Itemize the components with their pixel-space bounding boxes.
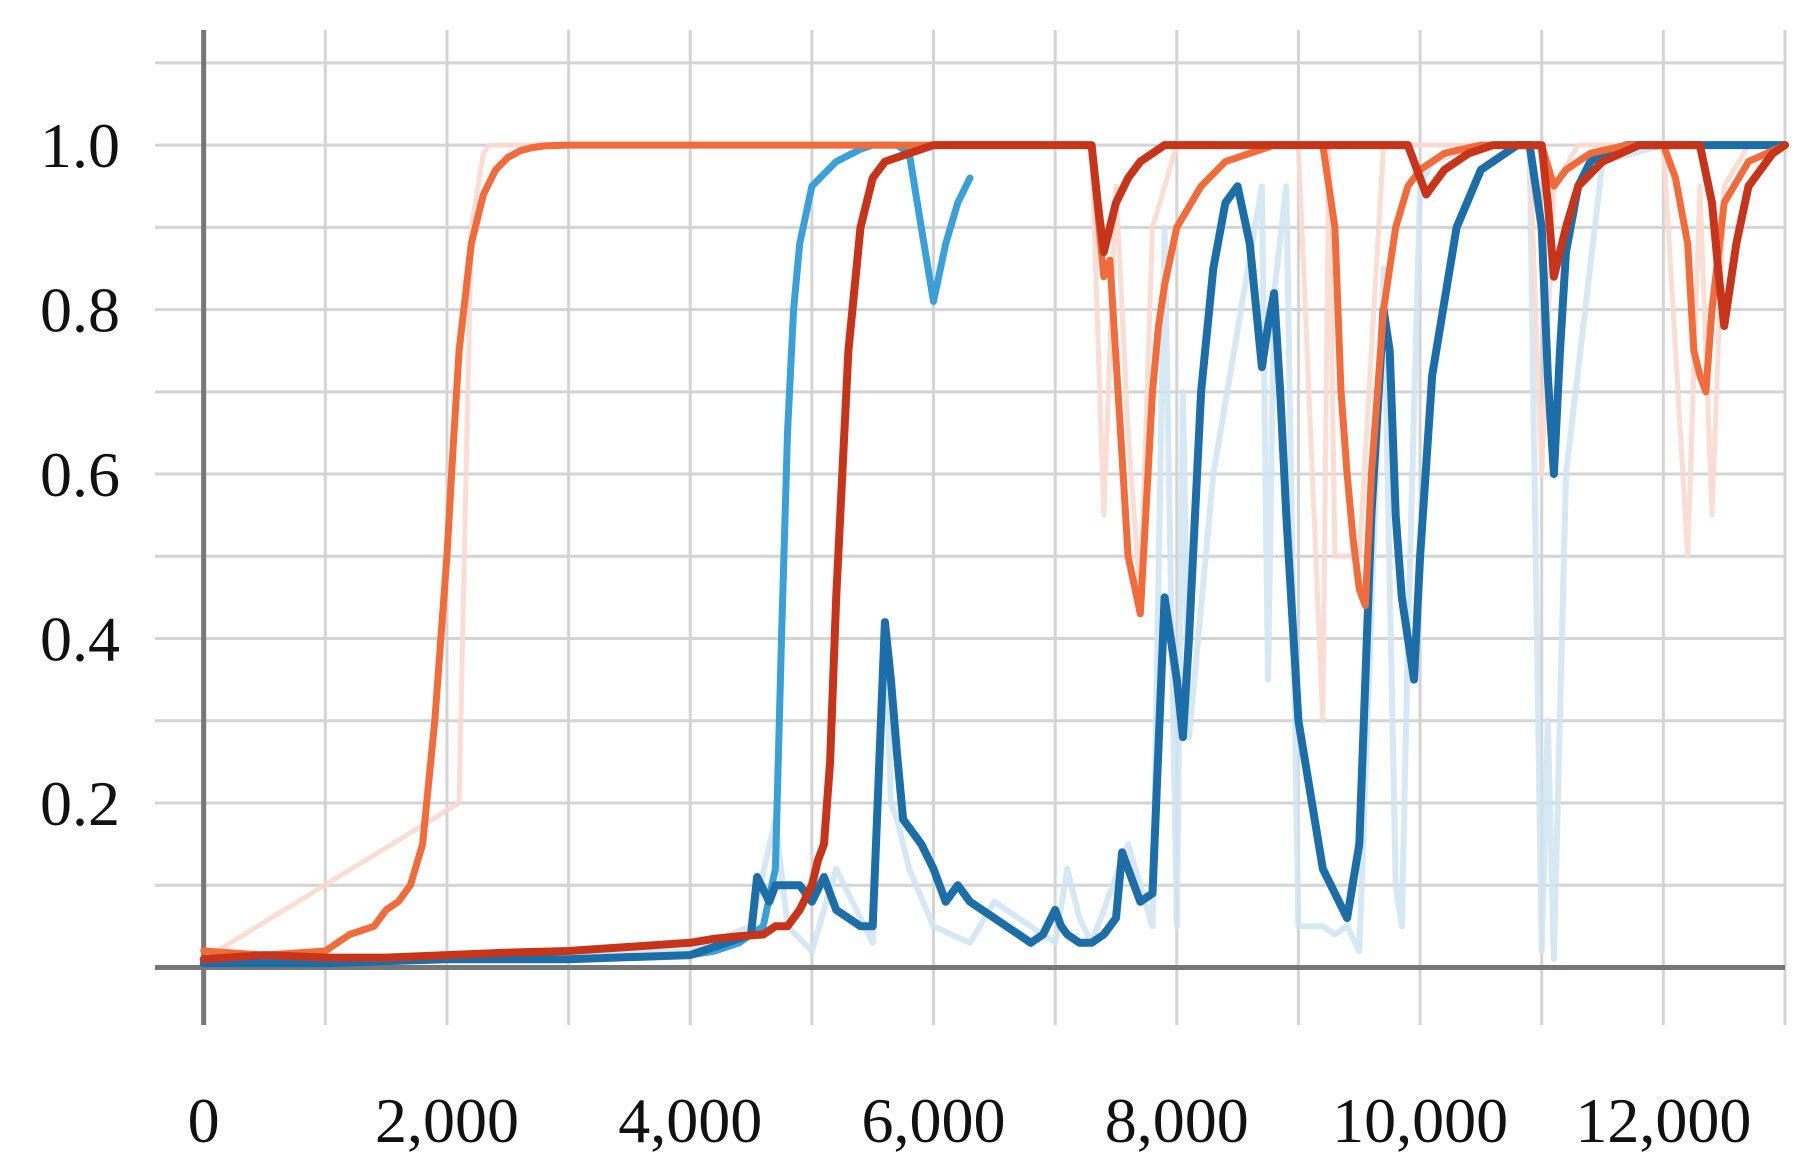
x-tick-label: 4,000: [618, 1085, 762, 1156]
x-tick-label: 10,000: [1332, 1085, 1508, 1156]
x-tick-label: 6,000: [862, 1085, 1006, 1156]
y-tick-label: 0.8: [40, 275, 120, 346]
x-tick-label: 2,000: [375, 1085, 519, 1156]
y-axis-tick-labels: 0.2 0.4 0.6 0.8 1.0: [40, 110, 120, 839]
series-line-5: [200, 141, 1789, 959]
series-lines: [199, 141, 1789, 968]
y-tick-label: 1.0: [40, 110, 120, 181]
y-tick-label: 0.4: [40, 604, 120, 675]
x-tick-label: 0: [188, 1085, 220, 1156]
series-line-6: [199, 141, 1789, 964]
x-tick-label: 8,000: [1105, 1085, 1249, 1156]
x-axis-tick-labels: 0 2,000 4,000 6,000 8,000 10,000 12,000: [188, 1085, 1752, 1156]
y-tick-label: 0.6: [40, 439, 120, 510]
x-tick-label: 12,000: [1575, 1085, 1751, 1156]
y-tick-label: 0.2: [40, 768, 120, 839]
axes: [155, 30, 1785, 1025]
series-line-4: [199, 141, 1789, 968]
